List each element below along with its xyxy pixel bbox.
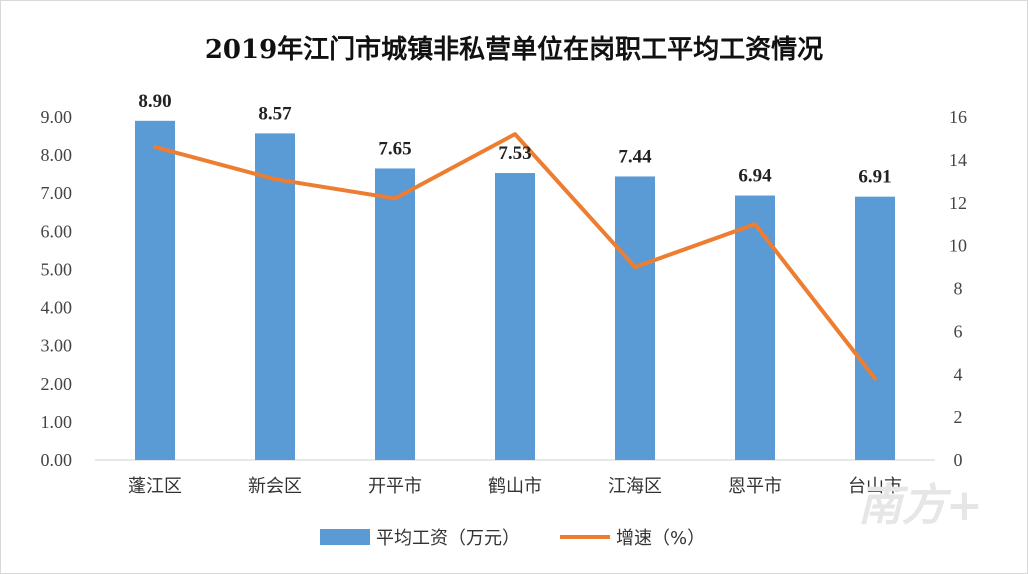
- bar: [495, 173, 535, 461]
- bar-data-label: 8.57: [258, 103, 292, 124]
- bar: [135, 120, 175, 461]
- y-right-tick-label: 14: [949, 150, 967, 170]
- x-category-label: 新会区: [248, 476, 302, 497]
- bar: [255, 133, 295, 461]
- bar: [735, 195, 775, 460]
- x-category-label: 恩平市: [728, 476, 782, 497]
- x-category-label: 开平市: [368, 476, 422, 497]
- bar-data-label: 7.44: [618, 146, 652, 167]
- x-category-label: 鹤山市: [488, 476, 542, 497]
- y-left-tick-label: 4.00: [41, 298, 73, 318]
- x-category-label: 蓬江区: [128, 476, 182, 497]
- x-category-label: 台山市: [848, 476, 902, 497]
- y-right-tick-label: 10: [949, 236, 967, 256]
- bar-data-label: 7.53: [498, 143, 531, 164]
- legend-swatch-bar: [320, 529, 370, 545]
- y-left-tick-label: 7.00: [41, 183, 73, 203]
- bar-data-label: 6.91: [858, 167, 891, 188]
- y-left-tick-label: 8.00: [41, 145, 73, 165]
- axes: 0.00 1.00 2.00 3.00 4.00 5.00 6.00 7.00 8.00 9.00…: [41, 107, 968, 497]
- bar: [375, 168, 415, 460]
- data-labels-group: 8.90 8.57 7.65 7.53 7.44 6.94 6.91: [138, 91, 891, 188]
- y-right-tick-label: 2: [954, 407, 963, 427]
- y-right-tick-label: 8: [954, 279, 963, 299]
- y-left-tick-label: 3.00: [41, 336, 73, 356]
- y-left-tick-label: 6.00: [41, 221, 73, 241]
- y-right-tick-label: 0: [954, 450, 963, 470]
- bars-group: [135, 120, 895, 461]
- y-left-tick-label: 0.00: [41, 450, 73, 470]
- y-right-tick-label: 4: [954, 364, 963, 384]
- bar: [615, 176, 655, 460]
- legend-label-line: 增速（%）: [616, 528, 705, 549]
- bar-data-label: 6.94: [738, 166, 772, 187]
- legend-label-bar: 平均工资（万元）: [376, 528, 520, 549]
- y-right-tick-label: 16: [949, 107, 967, 127]
- bar: [855, 196, 895, 460]
- y-left-tick-label: 1.00: [41, 412, 73, 432]
- y-left-tick-label: 5.00: [41, 259, 73, 279]
- legend: 平均工资（万元） 增速（%）: [320, 528, 705, 549]
- y-right-tick-label: 12: [949, 193, 967, 213]
- bar-data-label: 8.90: [138, 91, 171, 112]
- y-left-tick-label: 9.00: [41, 107, 73, 127]
- bar-data-label: 7.65: [378, 138, 411, 159]
- line-group: [153, 132, 877, 381]
- chart-title: 2019年江门市城镇非私营单位在岗职工平均工资情况: [205, 34, 823, 65]
- x-category-label: 江海区: [608, 476, 662, 497]
- y-left-tick-label: 2.00: [41, 374, 73, 394]
- y-right-tick-label: 6: [954, 321, 963, 341]
- growth-line: [153, 132, 877, 381]
- watermark-logo: 南方+: [858, 480, 983, 531]
